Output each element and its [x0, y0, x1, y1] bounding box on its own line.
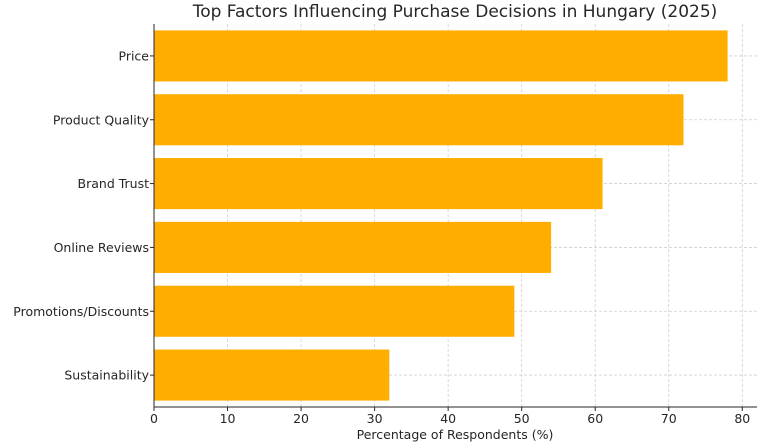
category-label: Sustainability	[64, 368, 149, 383]
x-tick-label: 10	[220, 411, 236, 426]
x-tick-label: 40	[440, 411, 456, 426]
x-tick-label: 0	[150, 411, 158, 426]
bar-promotions-discounts	[154, 285, 515, 337]
y-axis-labels: Price Product Quality Brand Trust Online Re…	[13, 48, 154, 383]
x-tick-label: 60	[587, 411, 603, 426]
chart-title: Top Factors Influencing Purchase Decisio…	[192, 2, 718, 22]
bar-sustainability	[154, 349, 390, 401]
category-label: Promotions/Discounts	[13, 304, 149, 319]
bar-brand-trust	[154, 158, 603, 210]
category-label: Brand Trust	[78, 176, 150, 191]
x-tick-label: 30	[367, 411, 383, 426]
bar-price	[154, 30, 728, 82]
x-tick-label: 70	[661, 411, 677, 426]
x-tick-label: 80	[734, 411, 750, 426]
x-axis-label: Percentage of Respondents (%)	[357, 427, 554, 442]
bar-online-reviews	[154, 221, 552, 273]
bar-product-quality	[154, 94, 684, 146]
x-tick-label: 50	[514, 411, 530, 426]
bars	[154, 30, 728, 401]
category-label: Product Quality	[53, 112, 150, 127]
x-tick-label: 20	[293, 411, 309, 426]
category-label: Online Reviews	[54, 240, 149, 255]
axes	[153, 24, 757, 408]
x-axis-ticks: 0 10 20 30 40 50 60 70 80	[150, 407, 750, 426]
category-label: Price	[119, 48, 150, 63]
